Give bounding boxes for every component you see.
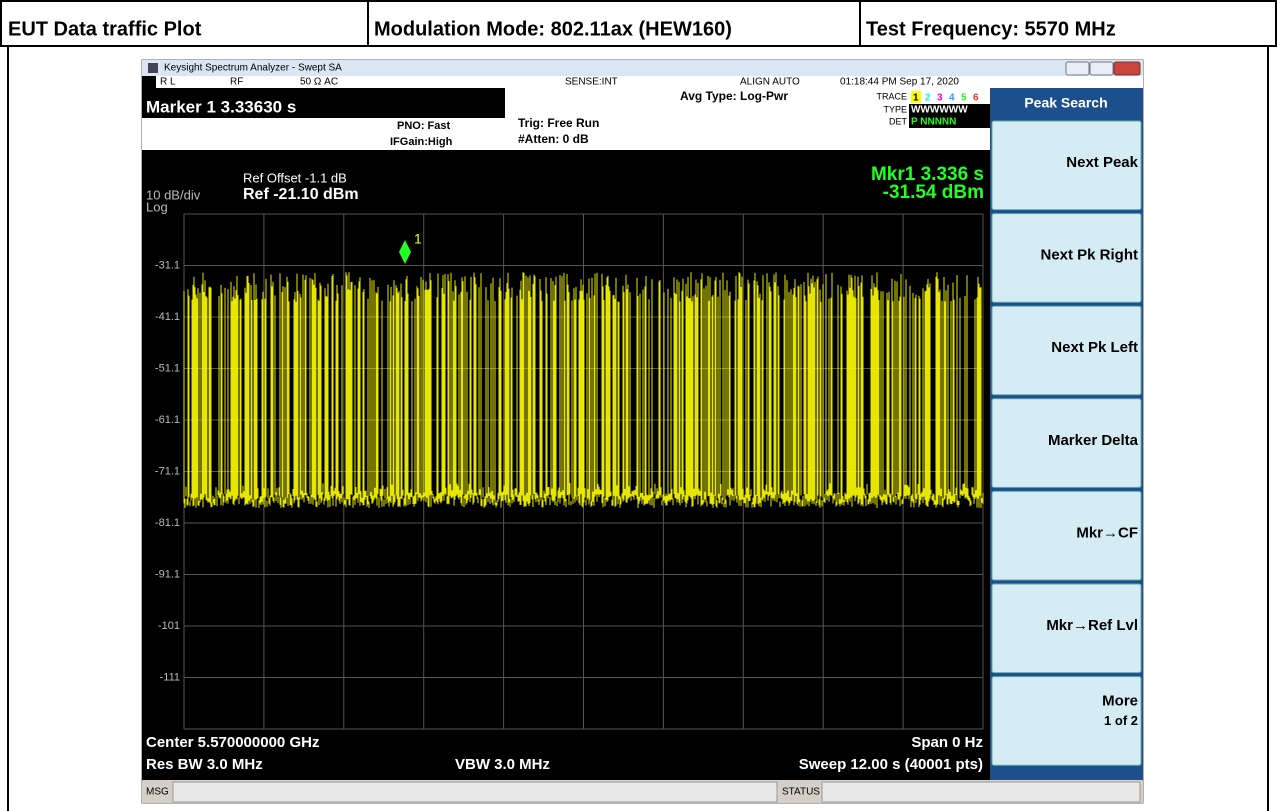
ifgain: IFGain:High [390,136,453,148]
trace-number: 2 [925,93,931,104]
softkey[interactable] [991,120,1142,211]
header-row [0,0,1277,47]
softkey-label: Mkr→CF [1076,524,1138,541]
det-values: P NNNNN [911,117,956,128]
softkey[interactable] [991,213,1142,303]
y-axis-label: -111 [160,671,180,683]
softkey[interactable] [991,676,1142,766]
marker-number: 1 [414,231,422,247]
softkey[interactable] [991,305,1142,396]
status-rf: RF [230,77,243,88]
y-axis-label: -71.1 [155,465,180,477]
marker-box [142,88,505,118]
close-button[interactable] [1113,61,1141,76]
scale: 10 dB/div [146,187,201,202]
status-field [821,781,1141,803]
softkey[interactable] [991,398,1142,488]
marker-diamond [399,240,411,264]
header-plot: EUT Data traffic Plot [8,18,202,40]
trig: Trig: Free Run [518,116,599,130]
status-datetime: 01:18:44 PM Sep 17, 2020 [840,77,959,88]
center-freq: Center 5.570000000 GHz [146,734,319,751]
y-axis-label: -61.1 [155,414,180,426]
status-impedance: 50 Ω AC [300,77,338,88]
trace-type-box [909,104,990,128]
vbw: VBW 3.0 MHz [455,756,550,773]
softkey[interactable] [991,490,1142,581]
marker-time: Mkr1 3.336 s [871,164,984,185]
msg-field [172,781,778,803]
softkey-label: Mkr→Ref Lvl [1046,617,1138,634]
softkey-page: 1 of 2 [1104,713,1138,728]
marker-readout: Marker 1 3.33630 s [146,97,296,116]
det-label: DET [889,116,908,126]
status-sense: SENSE:INT [565,77,618,88]
status-align: ALIGN AUTO [740,77,800,88]
res-bw: Res BW 3.0 MHz [146,756,263,773]
softkey-label: Marker Delta [1048,432,1139,449]
y-axis-label: -31.1 [155,259,180,271]
header-mode: Modulation Mode: 802.11ax (HEW160) [374,18,732,40]
softkey-label: Next Pk Right [1040,247,1138,264]
status-label: STATUS [782,787,820,798]
sweep: Sweep 12.00 s (40001 pts) [799,756,983,773]
y-axis-label: -81.1 [155,517,180,529]
app-icon [148,63,158,73]
trace [183,272,984,508]
maximize-button[interactable] [1089,61,1114,76]
softkey-label: More [1102,693,1138,710]
status-row [142,76,1143,88]
type-label: TYPE [883,104,907,114]
softkey-menu: Peak Search [1024,95,1107,111]
span: Span 0 Hz [911,734,983,751]
ref-level: Ref -21.10 dBm [243,186,359,203]
minimize-button[interactable] [1065,61,1090,76]
trace-number: 1 [913,93,919,104]
ref-offset: Ref Offset -1.1 dB [243,170,347,185]
lxi-badge [142,76,156,88]
status-rl: R L [160,77,176,88]
y-axis-label: -41.1 [155,311,180,323]
marker-level: -31.54 dBm [883,182,984,203]
header-frequency: Test Frequency: 5570 MHz [866,18,1116,40]
atten: #Atten: 0 dB [518,132,589,146]
avg-type: Avg Type: Log-Pwr [680,89,788,103]
trace-label: TRACE [876,91,907,101]
msg-label: MSG [146,787,169,798]
softkey-label: Next Peak [1066,154,1138,171]
y-axis-label: -51.1 [155,362,180,374]
trace-number: 5 [961,93,967,104]
trace-number: 6 [973,93,979,104]
trace-number: 4 [949,93,955,104]
scale-type: Log [146,199,168,214]
window-title: Keysight Spectrum Analyzer - Swept SA [164,63,342,74]
pno: PNO: Fast [397,120,451,132]
softkey-label: Next Pk Left [1051,339,1138,356]
title-bar [142,60,1143,76]
type-values: WWWWWW [911,105,968,116]
trace-active [911,91,921,103]
y-axis-label: -101 [158,620,180,632]
trace-number: 3 [937,93,943,104]
y-axis-label: -91.1 [155,568,180,580]
softkey[interactable] [991,583,1142,674]
